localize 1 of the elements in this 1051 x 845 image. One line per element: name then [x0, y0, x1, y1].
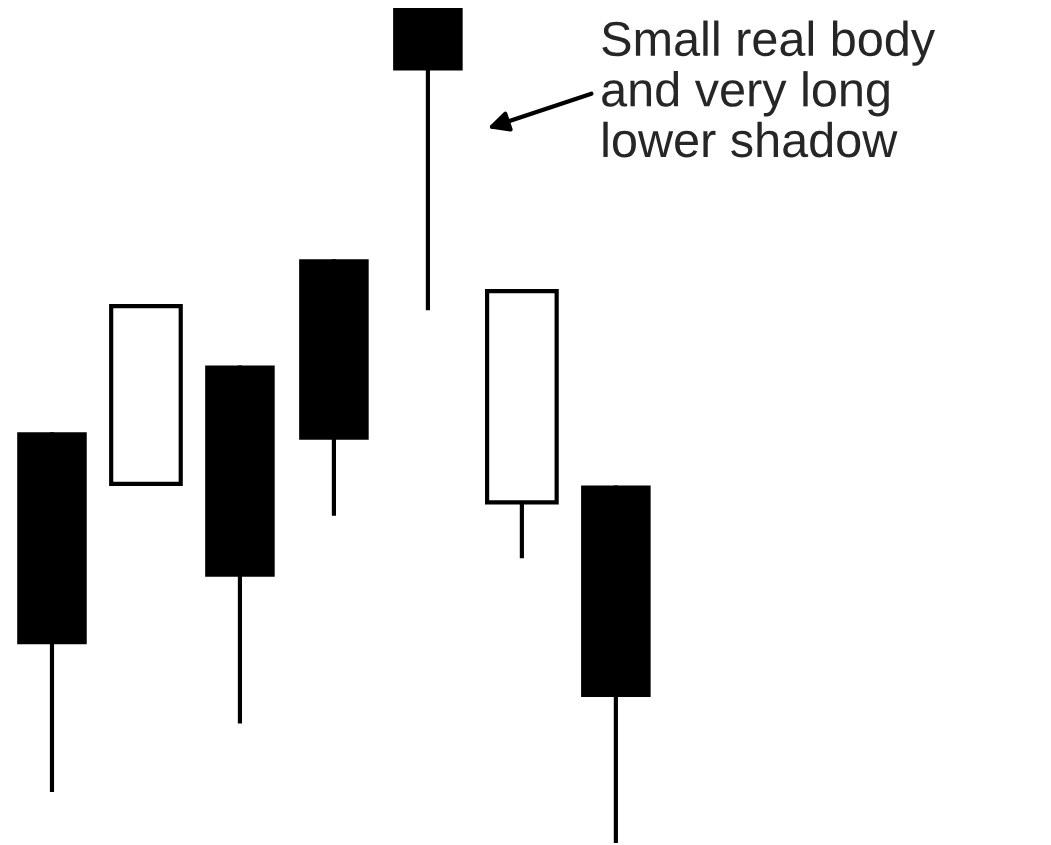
annotation: Small real body and very long lower shadow	[602, 20, 936, 158]
